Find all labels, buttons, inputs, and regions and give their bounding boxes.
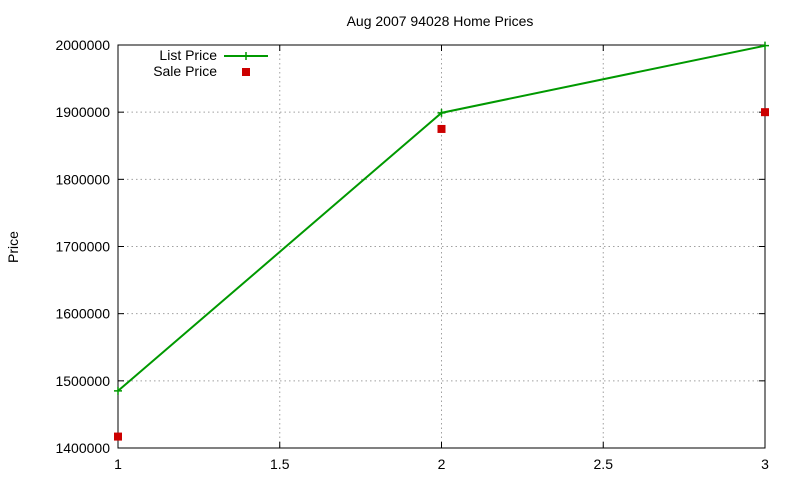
x-tick-label: 3 [761, 456, 769, 472]
list-price-point [761, 41, 769, 50]
sale-price-point [761, 108, 769, 117]
list-price-line [117, 44, 766, 392]
list-price-point [114, 386, 122, 395]
axis-ticks: 1 1.5 2 2.5 3 1400000 1500000 1600000 1700000 180… [55, 37, 769, 472]
chart-title: Aug 2007 94028 Home Prices [347, 13, 534, 29]
legend: List Price Sale Price [153, 47, 268, 79]
list-price-point [437, 108, 446, 117]
y-tick-label: 1800000 [55, 171, 110, 187]
x-tick-label: 1.5 [270, 456, 290, 472]
y-axis-label: Price [5, 231, 21, 263]
y-tick-label: 1500000 [55, 373, 110, 389]
y-tick-label: 1700000 [55, 239, 110, 255]
legend-marker-sale-price [242, 68, 250, 76]
x-tick-label: 2 [438, 456, 446, 472]
series [114, 41, 769, 441]
legend-label-sale-price: Sale Price [153, 63, 217, 79]
legend-label-list-price: List Price [159, 47, 217, 63]
plot-frame [117, 44, 766, 449]
x-tick-label: 1 [114, 456, 122, 472]
sale-price-point [114, 432, 122, 441]
y-tick-label: 1400000 [55, 440, 110, 456]
sale-price-point [437, 124, 446, 133]
x-tick-label: 2.5 [594, 456, 614, 472]
y-tick-label: 1900000 [55, 104, 110, 120]
y-tick-label: 2000000 [55, 37, 110, 53]
y-tick-label: 1600000 [55, 306, 110, 322]
legend-marker-list-price [242, 52, 250, 60]
grid [118, 45, 765, 448]
